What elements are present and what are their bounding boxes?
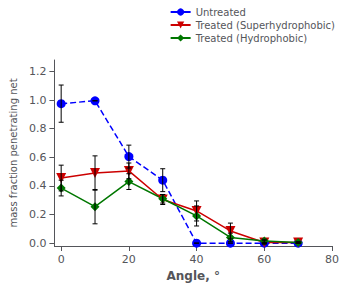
svg-text:Angle, °: Angle, ° [166,269,219,283]
svg-text:Untreated: Untreated [196,7,246,18]
svg-text:0.0: 0.0 [29,237,47,250]
svg-text:1.2: 1.2 [29,65,47,78]
svg-text:40: 40 [190,253,204,266]
svg-text:Treated (Superhydrophobic): Treated (Superhydrophobic) [195,20,335,31]
svg-text:0.6: 0.6 [29,151,47,164]
svg-text:0.8: 0.8 [29,122,47,135]
svg-text:60: 60 [257,253,271,266]
svg-text:20: 20 [122,253,136,266]
svg-text:0.2: 0.2 [29,208,47,221]
svg-text:0.4: 0.4 [29,179,47,192]
svg-text:Treated (Hydrophobic): Treated (Hydrophobic) [195,33,308,44]
svg-text:1.0: 1.0 [29,94,47,107]
svg-text:80: 80 [325,253,339,266]
svg-text:mass fraction penetrating net: mass fraction penetrating net [8,78,19,227]
svg-text:0: 0 [58,253,65,266]
